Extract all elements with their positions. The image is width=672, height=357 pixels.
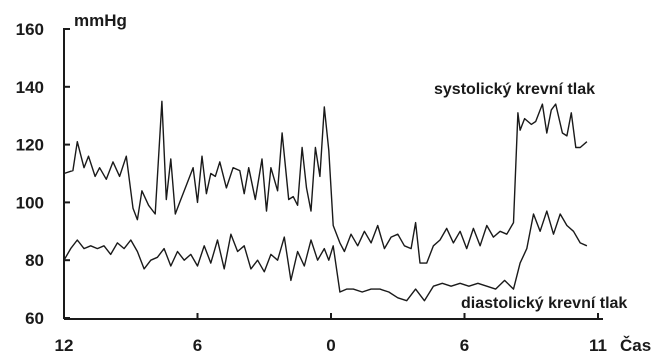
x-axis-label: Čas xyxy=(620,336,651,355)
x-ticks: 12 6 0 6 11 xyxy=(55,313,607,355)
y-ticks: 60 80 100 120 140 160 xyxy=(16,20,70,328)
x-tick-label: 12 xyxy=(55,336,74,355)
y-tick-label: 120 xyxy=(16,136,44,155)
x-tick-label: 0 xyxy=(326,336,335,355)
x-tick-label: 6 xyxy=(460,336,469,355)
axes xyxy=(63,28,603,320)
series-lines xyxy=(63,100,588,302)
diastolic-series-label: diastolický krevní tlak xyxy=(461,295,627,312)
y-tick-label: 160 xyxy=(16,20,44,39)
diastolic-line xyxy=(63,210,588,302)
systolic-line xyxy=(63,100,588,264)
x-tick-label: 11 xyxy=(589,336,607,355)
y-tick-label: 60 xyxy=(25,309,44,328)
y-tick-label: 100 xyxy=(16,193,44,212)
y-axis-unit: mmHg xyxy=(74,11,127,30)
y-tick-label: 80 xyxy=(25,251,44,270)
systolic-series-label: systolický krevní tlak xyxy=(434,81,595,98)
x-tick-label: 6 xyxy=(193,336,202,355)
y-tick-label: 140 xyxy=(16,78,44,97)
